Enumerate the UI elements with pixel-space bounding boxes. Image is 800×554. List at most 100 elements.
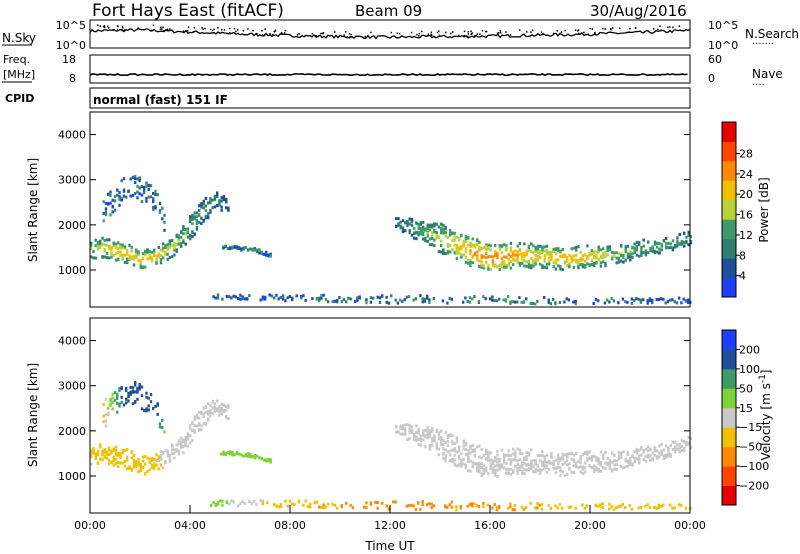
range-gate-cell [644,455,648,459]
range-gate-cell [159,463,163,467]
nsearch-point [99,25,102,27]
range-gate-cell [159,454,163,458]
range-gate-cell [356,296,359,300]
range-gate-cell [146,250,149,254]
range-gate-cell [113,391,117,395]
range-gate-cell [108,245,111,249]
range-gate-cell [140,407,144,411]
range-gate-cell [489,248,492,252]
range-gate-cell [631,245,634,249]
range-gate-cell [462,462,465,466]
nsearch-point [121,25,124,28]
range-gate-cell [180,235,183,239]
range-gate-cell [460,452,463,456]
range-gate-cell [120,400,123,404]
range-gate-cell [209,208,212,212]
range-gate-cell [525,264,528,268]
range-gate-cell [198,422,201,426]
range-gate-cell [410,218,414,222]
range-gate-cell [229,452,232,456]
range-gate-cell [509,260,513,263]
range-gate-cell [166,243,169,247]
colorbar-tick-label: 24 [739,168,753,181]
range-gate-cell [235,452,239,456]
range-gate-cell [516,255,519,259]
range-gate-cell [218,199,221,203]
range-gate-cell [635,248,639,252]
range-gate-cell [557,264,560,268]
range-gate-cell [157,252,160,256]
range-gate-cell [175,243,178,246]
range-gate-cell [451,238,454,242]
range-gate-cell [557,462,560,465]
range-gate-cell [550,253,553,257]
range-gate-cell [94,457,97,460]
range-gate-cell [354,300,357,303]
range-gate-cell [480,260,483,264]
range-gate-cell [116,396,119,400]
range-gate-cell [107,411,110,415]
nsearch-point [628,31,631,33]
range-gate-cell [200,424,203,428]
range-gate-cell [442,228,445,232]
range-gate-cell [516,462,519,466]
range-gate-cell [222,403,226,407]
range-gate-cell [168,458,172,461]
range-gate-cell [104,207,108,211]
range-gate-cell [126,259,129,263]
range-gate-cell [471,261,474,265]
range-gate-cell [581,453,585,457]
range-gate-cell [543,466,546,470]
range-gate-cell [683,244,686,248]
range-gate-cell [532,264,535,268]
range-gate-cell [130,468,133,472]
range-gate-cell [171,444,174,448]
range-gate-cell [258,248,261,252]
colorbar-segment [722,122,736,142]
range-gate-cell [252,499,256,503]
range-gate-cell [611,469,614,473]
range-gate-cell [431,231,434,235]
nsearch-point [430,33,432,36]
nsearch-point [577,30,579,32]
range-gate-cell [640,446,643,450]
range-gate-cell [121,451,124,455]
range-gate-cell [480,473,483,477]
range-gate-cell [599,261,603,265]
range-gate-cell [110,451,113,455]
nsearch-point [161,28,163,30]
range-gate-cell [512,255,515,259]
range-gate-cell [195,226,199,230]
nsearch-point [425,35,428,37]
nsearch-point [298,32,300,35]
range-gate-cell [251,455,254,459]
range-gate-cell [521,252,524,256]
range-gate-cell [224,452,227,456]
range-gate-cell [554,466,558,470]
range-gate-cell [617,454,621,458]
range-gate-cell [111,407,114,411]
range-gate-cell [471,237,474,241]
range-gate-cell [606,456,609,460]
range-gate-cell [233,245,236,249]
range-gate-cell [527,265,531,269]
range-gate-cell [575,260,578,264]
range-gate-cell [225,501,229,505]
range-gate-cell [541,468,544,472]
range-gate-cell [518,448,522,452]
range-gate-cell [195,413,199,417]
range-gate-cell [102,211,105,215]
range-gate-cell [156,193,159,197]
nsearch-point [438,30,440,32]
range-gate-cell [356,298,359,302]
range-gate-cell [523,461,526,465]
range-gate-cell [449,228,452,232]
range-gate-cell [94,256,97,260]
range-gate-cell [422,220,425,224]
range-gate-cell [152,406,155,410]
range-gate-cell [426,430,429,434]
nsearch-point [320,32,322,35]
nsearch-point [223,29,226,31]
range-gate-cell [221,503,224,507]
range-gate-cell [512,253,515,257]
